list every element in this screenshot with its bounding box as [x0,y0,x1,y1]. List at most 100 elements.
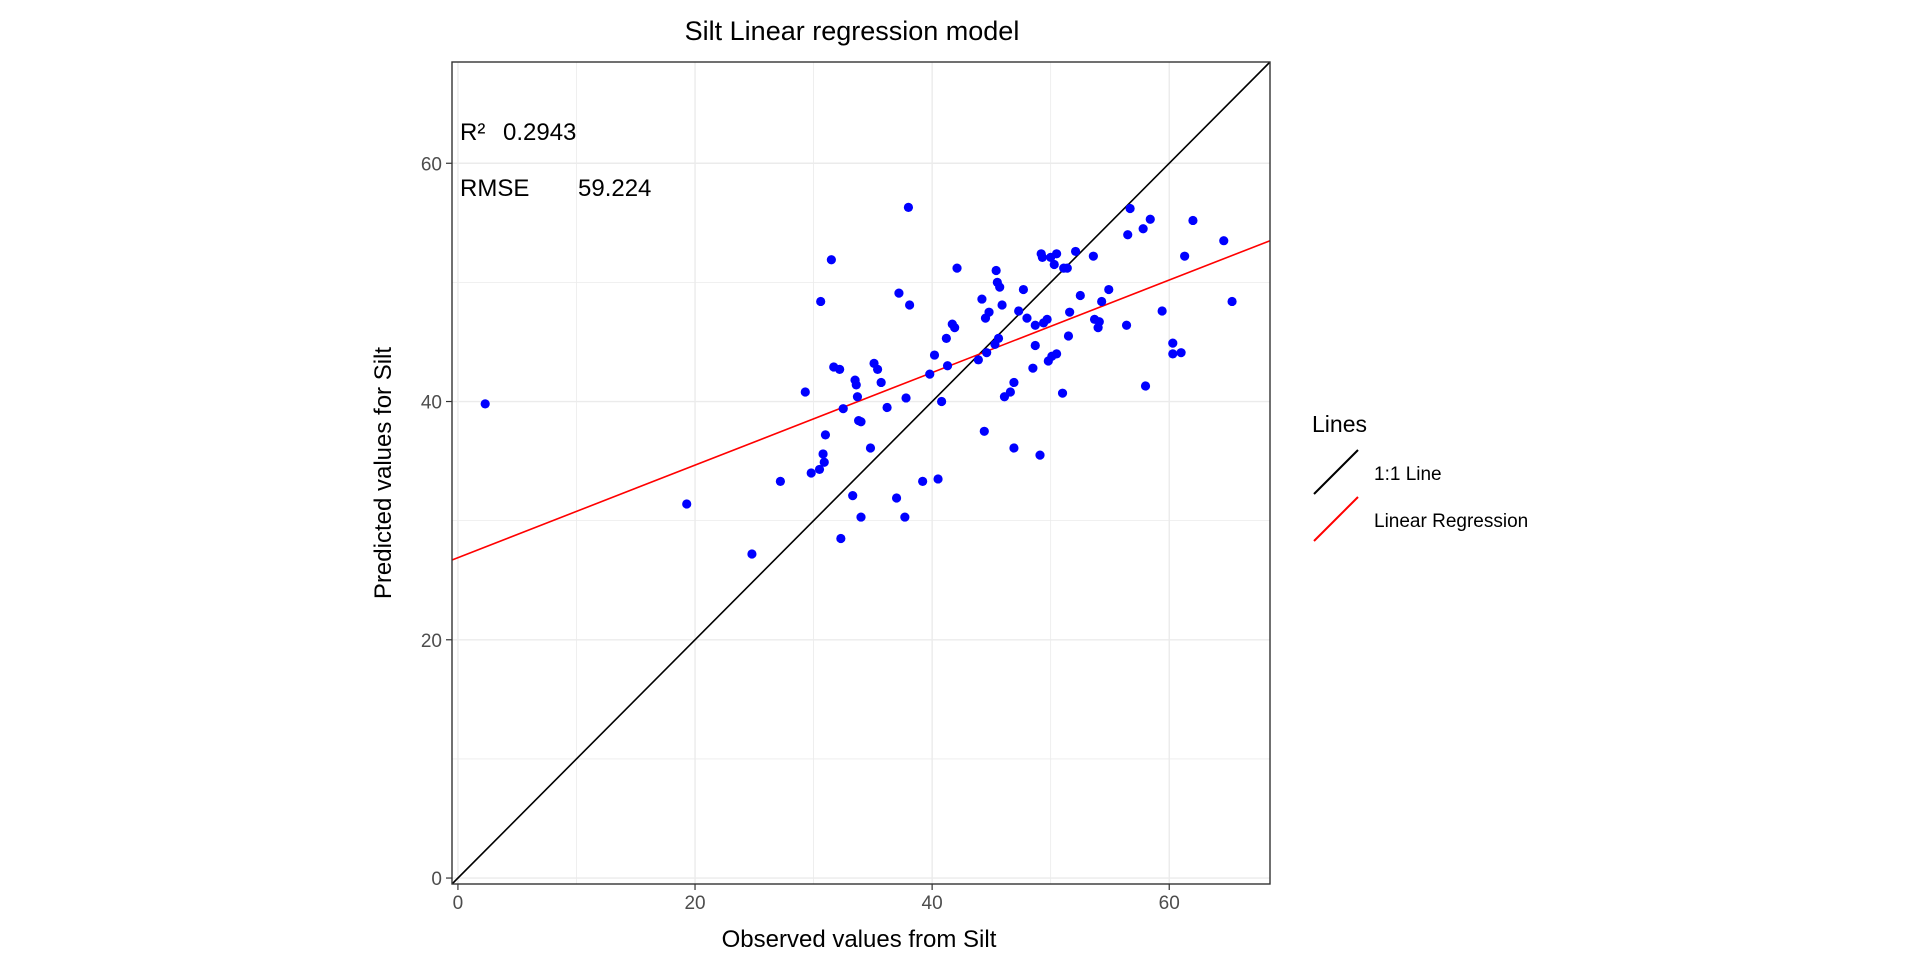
legend-title: Lines [1312,411,1367,437]
data-point [1180,251,1190,261]
data-point [1121,320,1132,330]
one-to-one-line [451,61,1271,885]
data-point [984,307,994,317]
data-point [1123,230,1133,240]
r2-label: R² [460,119,485,146]
plot-lines [451,61,1271,885]
data-point [1125,203,1135,214]
data-point [1145,214,1155,224]
data-point [997,300,1007,310]
data-point [800,387,810,397]
data-point [818,449,828,459]
r2-value: 0.2943 [503,119,576,146]
data-point [1057,388,1068,398]
data-point [901,393,911,403]
legend-label-linear-regression: Linear Regression [1374,511,1528,532]
data-point [1157,306,1167,316]
data-point [1227,296,1237,307]
data-point [819,457,829,467]
data-point [1070,246,1081,257]
data-point [814,464,825,475]
data-point [1030,320,1040,330]
data-point [979,426,989,436]
data-point [937,396,947,407]
data-point [876,377,886,388]
data-point [1035,450,1045,460]
data-point [1018,284,1029,295]
data-point [820,430,831,440]
legend: Lines 1:1 Line Linear Regression [1312,411,1528,542]
data-point [942,361,953,371]
data-point [836,533,846,544]
data-point [1168,338,1178,348]
data-point [993,333,1004,343]
chart-title: Silt Linear regression model [685,16,1020,46]
data-point [900,512,910,522]
stats-annotation: R² 0.2943 RMSE 59.224 [460,119,651,202]
data-point [1094,317,1104,327]
legend-key-1to1-line [1313,449,1359,495]
data-point [925,369,935,379]
data-point [1075,290,1085,301]
y-tick-label: 20 [421,631,442,652]
data-point [1022,313,1032,323]
data-point [995,282,1005,292]
data-point [973,355,983,365]
data-point [1063,331,1074,341]
data-point [1005,387,1015,397]
data-point [1052,249,1062,259]
plot-panel-border [451,61,1271,885]
data-point [952,263,962,273]
data-point [1104,284,1114,295]
data-point [851,380,861,390]
data-point [1097,296,1107,307]
grid [452,62,1270,884]
data-point [1140,381,1151,391]
data-point [918,476,928,486]
data-point [950,323,960,333]
data-point [891,493,902,503]
data-point [982,348,992,358]
legend-key-linear-regression [1313,496,1359,542]
data-point [1009,377,1019,388]
data-point [865,443,876,453]
data-point [747,549,757,559]
data-point [1168,349,1178,359]
data-point [1042,314,1052,324]
x-tick-label: 20 [684,893,705,914]
data-point [775,476,785,486]
data-point [1028,363,1038,373]
data-point [903,202,914,212]
data-point [1014,306,1024,316]
x-tick-label: 60 [1159,893,1180,914]
data-points [480,202,1237,559]
data-point [1049,259,1059,270]
data-point [1052,349,1062,359]
data-point [1009,443,1019,453]
data-point [872,364,883,374]
rmse-label: RMSE [460,175,529,202]
data-point [1188,215,1198,226]
y-axis-title: Predicted values for Silt [370,347,397,599]
data-point [835,364,845,374]
data-point [848,491,858,501]
rmse-value: 59.224 [578,175,651,202]
data-point [905,300,915,310]
data-point [1037,252,1047,262]
data-point [856,417,866,427]
data-point [682,499,692,509]
legend-label-1to1-line: 1:1 Line [1374,464,1442,485]
y-tick-label: 40 [421,393,442,414]
data-point [882,402,892,413]
x-tick-label: 0 [453,893,464,914]
x-axis-title: Observed values from Silt [722,926,997,953]
y-tick-label: 0 [431,869,442,890]
data-point [806,468,816,478]
data-point [1088,251,1098,261]
data-point [1062,263,1072,273]
data-point [1065,307,1075,317]
data-point [977,294,987,304]
y-tick-label: 60 [421,154,442,175]
data-point [826,255,836,265]
